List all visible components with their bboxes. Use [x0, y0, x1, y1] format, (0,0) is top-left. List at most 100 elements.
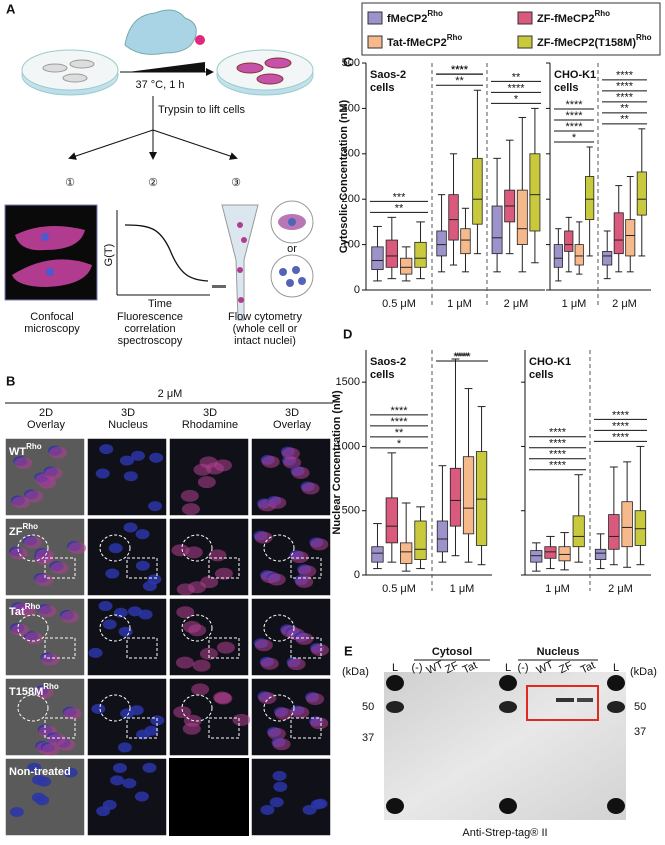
antibody: Anti-Strep-tag® II [462, 827, 547, 839]
significance: **** [453, 351, 471, 363]
rhodamine [216, 641, 235, 654]
box [621, 501, 633, 548]
rhodamine [14, 457, 33, 470]
significance: **** [612, 409, 630, 421]
dashed-roi [126, 717, 158, 739]
row-label-main: ZF [9, 526, 23, 538]
method-name: intact nuclei) [234, 335, 296, 347]
fcs-xlabel: Time [148, 298, 172, 310]
significance: **** [612, 420, 630, 432]
rhodamine [192, 659, 211, 672]
panel-a-art [4, 9, 314, 321]
nucleus [35, 795, 50, 806]
rhodamine [214, 692, 233, 705]
dashed-roi [208, 637, 240, 659]
box [634, 510, 647, 546]
dashed-roi [44, 637, 76, 659]
lane-label: ZF [443, 660, 461, 677]
rhodamine [283, 456, 302, 469]
rhodamine [214, 567, 233, 580]
significance: **** [451, 64, 469, 76]
nucleus [113, 607, 128, 618]
legend-label: ZF-fMeCP2(T158M)Rho [537, 33, 652, 49]
rhodamine [290, 551, 309, 564]
row-label-main: WT [9, 446, 26, 458]
significance: ** [512, 71, 521, 83]
rhodamine [267, 727, 286, 740]
rhodamine [10, 547, 29, 560]
box [625, 219, 636, 257]
dashed-roi [17, 534, 49, 562]
row-label-sup: Rho [26, 442, 42, 451]
nucleus [88, 647, 103, 658]
box [385, 239, 398, 268]
cell-label: cells [554, 82, 578, 94]
rhodamine [291, 466, 310, 479]
x-tick-label: 0.5 μM [382, 298, 416, 310]
method-name: (whole cell or [233, 323, 298, 335]
box [414, 520, 427, 560]
dashed-roi [263, 614, 295, 642]
significance: ** [455, 75, 464, 87]
legend-swatch [517, 35, 533, 49]
box [436, 230, 447, 257]
rhodamine [275, 707, 294, 720]
method-name: microscopy [24, 323, 80, 335]
method-name: Flow cytometry [228, 311, 302, 323]
legend-swatch [517, 11, 533, 25]
rhodamine [176, 606, 195, 619]
legend-label-main: ZF-fMeCP2 [537, 13, 594, 25]
row-label: TatRho [9, 602, 40, 618]
significance: **** [453, 351, 471, 363]
rhodamine [208, 549, 227, 562]
cell-label: Saos-2 [370, 69, 406, 81]
legend-label: Tat-fMeCP2Rho [387, 33, 462, 49]
marker: 37 [634, 726, 646, 738]
or-label: or [287, 243, 297, 255]
x-tick-label: 2 μM [504, 298, 529, 310]
rhodamine [311, 644, 330, 657]
rhodamine [254, 639, 273, 652]
row-label-main: Non-treated [9, 766, 71, 778]
rhodamine [176, 583, 195, 596]
x-tick-label: 2 μM [612, 298, 637, 310]
dashed-roi [181, 694, 213, 722]
y-tick-label: 0 [354, 284, 360, 296]
rhodamine [35, 549, 54, 562]
nucleus [147, 574, 162, 585]
cell-label: cells [370, 369, 394, 381]
nucleus [138, 609, 153, 620]
nucleus [269, 797, 284, 808]
legend-label-sup: Rho [636, 33, 652, 42]
box [530, 550, 543, 563]
unit: (kDa) [630, 666, 657, 678]
y-tick-label: 100 [342, 239, 360, 251]
method-name: spectroscopy [118, 335, 183, 347]
nucleus [148, 501, 163, 512]
nucleus [118, 626, 133, 637]
box [558, 546, 571, 562]
lane-label: (-) [518, 662, 529, 674]
row-label: Non-treated [9, 766, 71, 778]
dashed-roi [290, 717, 322, 739]
nucleus [98, 601, 113, 612]
significance: **** [616, 70, 634, 82]
y-tick-label: 300 [342, 148, 360, 160]
rhodamine [193, 463, 212, 476]
panel-label: E [344, 643, 353, 658]
lane-label: L [392, 662, 398, 674]
significance: **** [565, 121, 583, 133]
nucleus [9, 806, 24, 817]
dashed-roi [99, 694, 131, 722]
legend-label-sup: Rho [427, 9, 443, 18]
significance: **** [390, 416, 408, 428]
box [400, 257, 413, 275]
method-name: correlation [124, 323, 175, 335]
y-tick-label: 500 [342, 505, 360, 517]
method-number: ② [148, 177, 158, 189]
rhodamine [23, 536, 42, 549]
box [636, 171, 647, 216]
legend-label-sup: Rho [447, 33, 463, 42]
nucleus [260, 804, 275, 815]
rhodamine [50, 562, 69, 575]
